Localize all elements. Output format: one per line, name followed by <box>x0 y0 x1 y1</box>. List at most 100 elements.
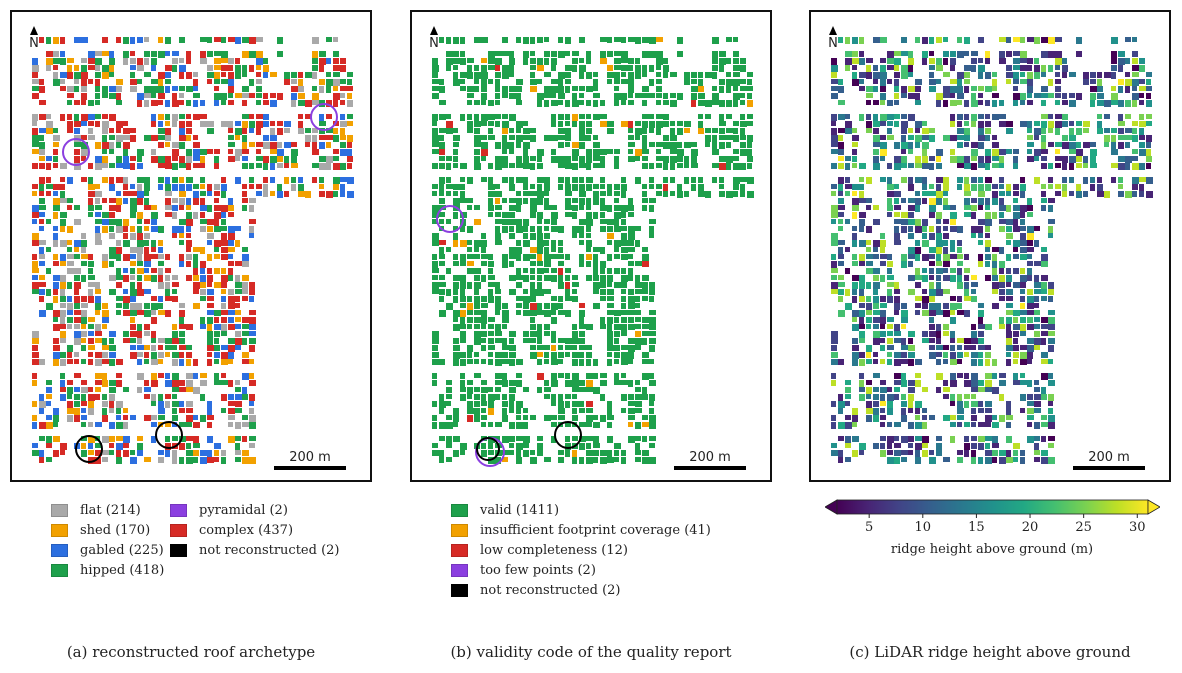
building-footprint <box>1097 86 1103 92</box>
building-footprint <box>607 310 614 315</box>
building-footprint <box>467 65 472 72</box>
building-footprint <box>831 142 838 147</box>
building-footprint <box>81 436 87 441</box>
building-footprint <box>186 72 192 79</box>
building-footprint <box>873 156 879 163</box>
building-footprint <box>656 58 663 65</box>
too-few-points-highlight-circle <box>436 205 464 233</box>
building-footprint <box>151 212 158 219</box>
building-footprint <box>915 240 920 246</box>
building-footprint <box>999 394 1004 401</box>
building-footprint <box>894 387 900 392</box>
building-footprint <box>32 338 39 344</box>
building-footprint <box>915 268 920 275</box>
building-footprint <box>488 401 494 408</box>
building-footprint <box>242 282 248 289</box>
building-footprint <box>964 282 969 289</box>
building-footprint <box>46 457 52 462</box>
building-footprint <box>607 184 612 191</box>
building-footprint <box>158 184 163 190</box>
building-footprint <box>1013 380 1020 385</box>
building-footprint <box>866 114 871 120</box>
building-footprint <box>572 198 578 203</box>
building-footprint <box>607 296 614 301</box>
building-footprint <box>214 226 221 232</box>
building-footprint <box>866 65 871 72</box>
building-footprint <box>600 415 606 422</box>
building-footprint <box>719 135 726 140</box>
building-footprint <box>698 128 704 134</box>
building-footprint <box>957 226 963 233</box>
building-footprint <box>1062 177 1067 183</box>
building-footprint <box>488 408 494 415</box>
building-footprint <box>537 275 542 281</box>
building-footprint <box>593 261 598 268</box>
building-footprint <box>943 254 950 261</box>
building-footprint <box>845 457 851 462</box>
building-footprint <box>887 317 894 322</box>
building-footprint <box>228 247 235 252</box>
building-footprint <box>172 121 177 127</box>
building-footprint <box>165 282 170 289</box>
building-footprint <box>894 240 901 245</box>
building-footprint <box>929 156 935 161</box>
building-footprint <box>488 261 494 267</box>
building-footprint <box>1062 65 1068 72</box>
building-footprint <box>439 177 445 184</box>
building-footprint <box>936 436 942 441</box>
building-footprint <box>481 261 487 266</box>
building-footprint <box>600 212 605 218</box>
building-footprint <box>1118 135 1125 140</box>
building-footprint <box>922 443 928 448</box>
building-footprint <box>530 247 537 253</box>
legend-swatch <box>170 523 187 537</box>
building-footprint <box>1006 205 1011 212</box>
building-footprint <box>235 345 241 350</box>
building-footprint <box>172 275 178 280</box>
building-footprint <box>235 303 240 308</box>
building-footprint <box>901 345 908 350</box>
building-footprint <box>1034 275 1039 282</box>
building-footprint <box>102 359 109 364</box>
building-footprint <box>999 261 1005 268</box>
building-footprint <box>726 100 732 107</box>
building-footprint <box>116 282 122 288</box>
building-footprint <box>544 254 551 261</box>
building-footprint <box>249 142 255 147</box>
building-footprint <box>894 51 901 56</box>
building-footprint <box>579 142 585 149</box>
building-footprint <box>53 352 60 359</box>
building-footprint <box>319 191 325 197</box>
building-footprint <box>1076 163 1082 168</box>
building-footprint <box>509 394 515 401</box>
building-footprint <box>158 79 163 86</box>
building-footprint <box>1027 261 1033 266</box>
building-footprint <box>200 58 207 64</box>
building-footprint <box>446 422 453 429</box>
building-footprint <box>600 114 607 119</box>
building-footprint <box>558 121 563 127</box>
building-footprint <box>1034 345 1040 350</box>
building-footprint <box>144 415 151 421</box>
building-footprint <box>488 128 493 134</box>
building-footprint <box>32 443 38 448</box>
building-footprint <box>214 268 220 274</box>
building-footprint <box>733 184 739 190</box>
building-footprint <box>214 205 221 211</box>
building-footprint <box>123 149 128 156</box>
building-footprint <box>880 100 885 105</box>
building-footprint <box>908 289 915 295</box>
building-footprint <box>481 72 488 79</box>
building-footprint <box>887 121 893 126</box>
building-footprint <box>165 338 172 344</box>
building-footprint <box>1020 37 1025 43</box>
building-footprint <box>607 121 614 127</box>
building-footprint <box>1034 72 1040 79</box>
building-footprint <box>677 121 683 126</box>
building-footprint <box>298 86 304 92</box>
building-footprint <box>1027 394 1033 400</box>
building-footprint <box>831 212 838 218</box>
building-footprint <box>985 51 990 58</box>
building-footprint <box>165 436 170 442</box>
building-footprint <box>102 401 108 407</box>
